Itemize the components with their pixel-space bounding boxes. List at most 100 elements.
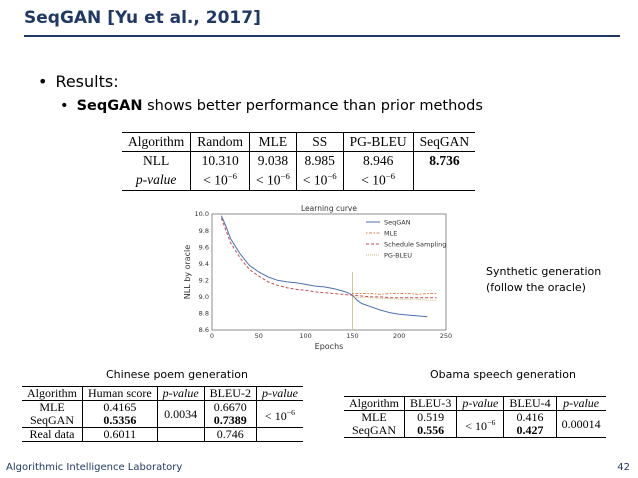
bullet-dot-icon: • bbox=[38, 72, 48, 91]
table-cell: 0.416 bbox=[503, 410, 557, 424]
poem-caption: Chinese poem generation bbox=[106, 368, 248, 381]
table-cell bbox=[255, 427, 303, 442]
table-cell: < 10−6 bbox=[456, 410, 504, 438]
y-tick-label: 9.2 bbox=[199, 276, 209, 284]
learning-curve-chart: 0 50 100 150 200 250 8.6 8.8 9.0 9.2 9.4 9.6 9.8 10.0… bbox=[178, 200, 458, 360]
table-row: Real data 0.6011 0.746 bbox=[22, 427, 303, 442]
legend-label: Schedule Sampling bbox=[384, 240, 446, 248]
pvalue-exp: −6 bbox=[280, 171, 290, 181]
table-row: NLL 10.310 9.038 8.985 8.946 8.736 bbox=[122, 151, 476, 170]
table-cell bbox=[156, 427, 205, 442]
x-tick-label: 0 bbox=[210, 332, 214, 340]
table-cell: 0.0034 bbox=[156, 400, 205, 428]
pvalue-prefix: < 10 bbox=[203, 172, 228, 188]
table-cell: 0.6670 bbox=[203, 400, 257, 414]
table-cell: 10.310 bbox=[190, 151, 250, 170]
table-row: MLE 0.4165 0.0034 0.6670 < 10−6 bbox=[22, 400, 303, 428]
y-tick-label: 8.8 bbox=[199, 310, 209, 318]
x-tick-label: 150 bbox=[346, 332, 358, 340]
series-line-pg-bleu bbox=[352, 296, 437, 301]
header-cell: p-value bbox=[456, 396, 504, 411]
title-divider bbox=[24, 35, 620, 37]
bullet-results-text: Results: bbox=[55, 72, 119, 91]
table-cell: < 10−6 bbox=[249, 170, 297, 190]
x-tick-label: 50 bbox=[255, 332, 263, 340]
pvalue-exp: −6 bbox=[286, 407, 295, 417]
header-cell: p-value bbox=[555, 396, 606, 411]
table-cell: 0.746 bbox=[203, 427, 257, 442]
pvalue-prefix: < 10 bbox=[264, 408, 287, 423]
table-cell bbox=[412, 170, 476, 190]
pvalue-exp: −6 bbox=[327, 171, 337, 181]
table-row: MLE 0.519 < 10−6 0.416 0.00014 bbox=[344, 410, 606, 438]
header-cell: p-value bbox=[156, 386, 205, 401]
table-cell: SeqGAN bbox=[352, 423, 396, 437]
table-cell-best: 8.736 bbox=[412, 151, 476, 170]
legend-label: PG-BLEU bbox=[384, 251, 412, 259]
slide-title: SeqGAN [Yu et al., 2017] bbox=[24, 8, 261, 28]
obama-caption: Obama speech generation bbox=[430, 368, 576, 381]
table-cell: 0.519 bbox=[403, 410, 457, 424]
header-cell: Random bbox=[190, 132, 250, 152]
y-axis-label: NLL by oracle bbox=[183, 245, 192, 300]
x-tick-label: 200 bbox=[393, 332, 405, 340]
header-text: p-value bbox=[462, 396, 499, 410]
page-number: 42 bbox=[617, 462, 630, 473]
table-cell: 0.00014 bbox=[555, 410, 606, 438]
header-cell: SeqGAN bbox=[412, 132, 476, 152]
series-line-seqgan bbox=[220, 215, 428, 318]
header-cell: SS bbox=[295, 132, 344, 152]
table-cell: 0.7389 bbox=[203, 414, 257, 428]
legend-label: MLE bbox=[384, 229, 397, 237]
table-header-row: Algorithm Random MLE SS PG-BLEU SeqGAN bbox=[122, 132, 476, 152]
plot-area bbox=[211, 213, 447, 331]
table-header-row: Algorithm BLEU-3 p-value BLEU-4 p-value bbox=[344, 396, 606, 411]
y-tick-label: 9.4 bbox=[199, 260, 209, 268]
header-cell: BLEU-4 bbox=[503, 396, 557, 411]
pvalue-prefix: < 10 bbox=[361, 172, 386, 188]
table-cell: 9.038 bbox=[249, 151, 297, 170]
header-cell: Algorithm bbox=[128, 134, 185, 149]
y-tick-label: 8.6 bbox=[199, 326, 209, 334]
bullet-seqgan: • SeqGAN shows better performance than pr… bbox=[60, 98, 483, 114]
table-cell: 0.427 bbox=[503, 424, 557, 438]
footer-lab-name: Algorithmic Intelligence Laboratory bbox=[6, 462, 183, 473]
table-cell: < 10−6 bbox=[295, 170, 344, 190]
table-row: SeqGAN 0.556 0.427 bbox=[344, 424, 606, 438]
header-cell: MLE bbox=[249, 132, 297, 152]
bullet-seqgan-bold: SeqGAN bbox=[76, 98, 143, 114]
learning-curve-svg: 0 50 100 150 200 250 8.6 8.8 9.0 9.2 9.4 9.6 9.8 10.0… bbox=[183, 204, 452, 351]
table-cell: 0.556 bbox=[403, 424, 457, 438]
y-tick-label: 10.0 bbox=[195, 210, 209, 218]
x-tick-label: 100 bbox=[299, 332, 311, 340]
synthetic-results-table: Algorithm Random MLE SS PG-BLEU SeqGAN N… bbox=[122, 132, 476, 191]
header-cell: Algorithm bbox=[27, 386, 77, 400]
note-line-1: Synthetic generation bbox=[486, 265, 602, 278]
x-tick-label: 250 bbox=[440, 332, 452, 340]
y-tick-label: 9.0 bbox=[199, 293, 209, 301]
pvalue-prefix: < 10 bbox=[465, 418, 488, 433]
table-cell: NLL bbox=[143, 153, 170, 168]
table-row: p-value < 10−6 < 10−6 < 10−6 < 10−6 bbox=[122, 170, 476, 190]
pvalue-exp: −6 bbox=[385, 171, 396, 181]
header-text: p-value bbox=[563, 396, 600, 410]
header-text: p-value bbox=[162, 386, 199, 400]
pvalue-prefix: < 10 bbox=[302, 172, 328, 188]
header-cell: BLEU-3 bbox=[403, 396, 457, 411]
obama-results-table: Algorithm BLEU-3 p-value BLEU-4 p-value … bbox=[344, 396, 606, 438]
header-cell: BLEU-2 bbox=[203, 386, 257, 401]
table-cell: p-value bbox=[122, 170, 191, 190]
poem-results-table: Algorithm Human score p-value BLEU-2 p-v… bbox=[22, 386, 303, 442]
pvalue-exp: −6 bbox=[487, 417, 496, 427]
x-axis-label: Epochs bbox=[315, 342, 344, 351]
table-cell: MLE bbox=[39, 400, 65, 414]
bullet-results: • Results: bbox=[38, 72, 119, 91]
header-cell: Algorithm bbox=[349, 396, 399, 410]
table-cell: Real data bbox=[29, 427, 75, 441]
legend-label: SeqGAN bbox=[384, 218, 411, 226]
table-cell: SeqGAN bbox=[30, 413, 74, 427]
table-cell: MLE bbox=[361, 410, 387, 424]
header-text: p-value bbox=[261, 386, 298, 400]
table-cell: < 10−6 bbox=[342, 170, 414, 190]
pvalue-exp: −6 bbox=[227, 171, 238, 181]
